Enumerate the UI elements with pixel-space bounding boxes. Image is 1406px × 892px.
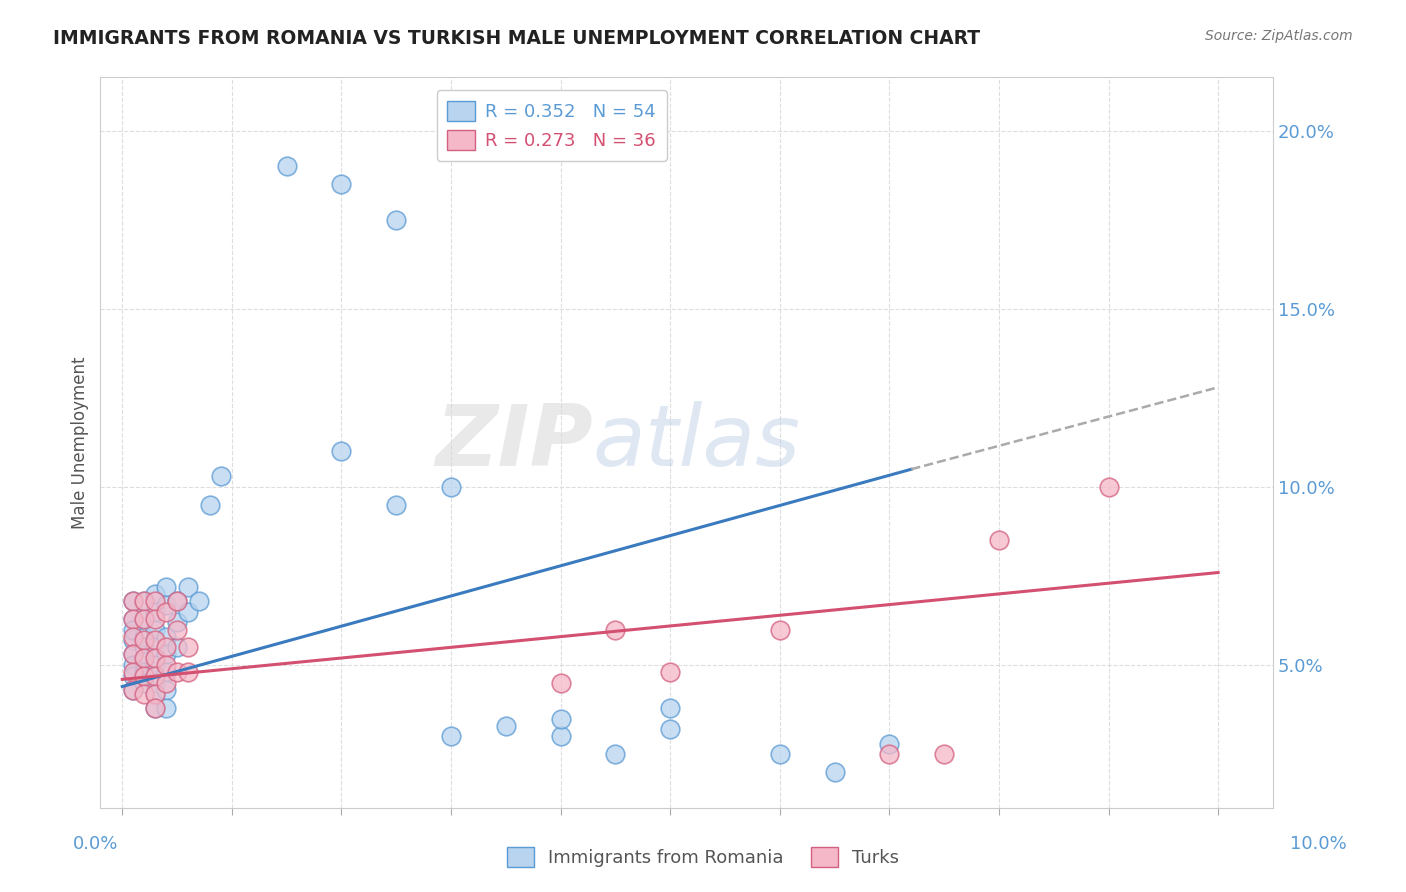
Text: 10.0%: 10.0% bbox=[1291, 835, 1347, 853]
Text: atlas: atlas bbox=[593, 401, 801, 484]
Point bbox=[209, 469, 232, 483]
Point bbox=[134, 594, 156, 608]
Text: IMMIGRANTS FROM ROMANIA VS TURKISH MALE UNEMPLOYMENT CORRELATION CHART: IMMIGRANTS FROM ROMANIA VS TURKISH MALE … bbox=[53, 29, 980, 47]
Point bbox=[143, 605, 166, 619]
Point bbox=[495, 719, 517, 733]
Point bbox=[155, 701, 177, 715]
Point bbox=[198, 498, 221, 512]
Point bbox=[879, 737, 901, 751]
Point bbox=[134, 612, 156, 626]
Point bbox=[143, 612, 166, 626]
Point bbox=[769, 747, 792, 762]
Point bbox=[659, 723, 682, 737]
Point bbox=[166, 665, 188, 680]
Point bbox=[143, 701, 166, 715]
Point bbox=[605, 747, 627, 762]
Point bbox=[155, 630, 177, 644]
Point bbox=[134, 630, 156, 644]
Point bbox=[143, 676, 166, 690]
Point bbox=[769, 623, 792, 637]
Point bbox=[143, 651, 166, 665]
Point bbox=[166, 615, 188, 630]
Point bbox=[166, 594, 188, 608]
Point bbox=[155, 640, 177, 655]
Legend: R = 0.352   N = 54, R = 0.273   N = 36: R = 0.352 N = 54, R = 0.273 N = 36 bbox=[437, 90, 666, 161]
Point bbox=[143, 669, 166, 683]
Y-axis label: Male Unemployment: Male Unemployment bbox=[72, 356, 89, 529]
Point bbox=[440, 730, 463, 744]
Point bbox=[134, 651, 156, 665]
Point bbox=[134, 594, 156, 608]
Point bbox=[143, 594, 166, 608]
Point bbox=[330, 178, 353, 192]
Point bbox=[166, 640, 188, 655]
Point bbox=[177, 665, 200, 680]
Point bbox=[122, 648, 145, 662]
Point bbox=[134, 676, 156, 690]
Point bbox=[155, 676, 177, 690]
Point bbox=[1097, 480, 1119, 494]
Point bbox=[122, 594, 145, 608]
Legend: Immigrants from Romania, Turks: Immigrants from Romania, Turks bbox=[499, 839, 907, 874]
Point bbox=[166, 623, 188, 637]
Point bbox=[934, 747, 956, 762]
Point bbox=[122, 658, 145, 673]
Point bbox=[143, 687, 166, 701]
Point bbox=[134, 655, 156, 669]
Point bbox=[824, 764, 846, 779]
Point bbox=[134, 612, 156, 626]
Point bbox=[155, 683, 177, 698]
Point bbox=[134, 687, 156, 701]
Point bbox=[143, 658, 166, 673]
Point bbox=[122, 683, 145, 698]
Point bbox=[155, 658, 177, 673]
Point bbox=[122, 669, 145, 683]
Point bbox=[143, 640, 166, 655]
Point bbox=[122, 594, 145, 608]
Point bbox=[122, 683, 145, 698]
Point bbox=[385, 213, 408, 227]
Point bbox=[143, 623, 166, 637]
Point bbox=[134, 640, 156, 655]
Point bbox=[276, 160, 298, 174]
Point bbox=[987, 533, 1010, 548]
Text: ZIP: ZIP bbox=[436, 401, 593, 484]
Point bbox=[550, 730, 572, 744]
Text: Source: ZipAtlas.com: Source: ZipAtlas.com bbox=[1205, 29, 1353, 43]
Point bbox=[143, 587, 166, 601]
Point bbox=[134, 665, 156, 680]
Point bbox=[659, 701, 682, 715]
Point bbox=[177, 580, 200, 594]
Point bbox=[122, 648, 145, 662]
Point bbox=[177, 605, 200, 619]
Point bbox=[122, 612, 145, 626]
Point bbox=[177, 640, 200, 655]
Point bbox=[879, 747, 901, 762]
Point bbox=[155, 665, 177, 680]
Point bbox=[143, 633, 166, 648]
Point bbox=[659, 665, 682, 680]
Point bbox=[134, 669, 156, 683]
Point bbox=[122, 612, 145, 626]
Point bbox=[122, 665, 145, 680]
Point bbox=[134, 633, 156, 648]
Point bbox=[188, 594, 211, 608]
Point bbox=[605, 623, 627, 637]
Point bbox=[550, 676, 572, 690]
Point bbox=[122, 633, 145, 648]
Point bbox=[155, 580, 177, 594]
Point bbox=[143, 701, 166, 715]
Point bbox=[440, 480, 463, 494]
Point bbox=[122, 630, 145, 644]
Point bbox=[330, 444, 353, 458]
Point bbox=[155, 598, 177, 612]
Point bbox=[122, 623, 145, 637]
Point bbox=[166, 594, 188, 608]
Point bbox=[143, 687, 166, 701]
Point bbox=[550, 712, 572, 726]
Point bbox=[385, 498, 408, 512]
Text: 0.0%: 0.0% bbox=[73, 835, 118, 853]
Point bbox=[155, 648, 177, 662]
Point bbox=[155, 605, 177, 619]
